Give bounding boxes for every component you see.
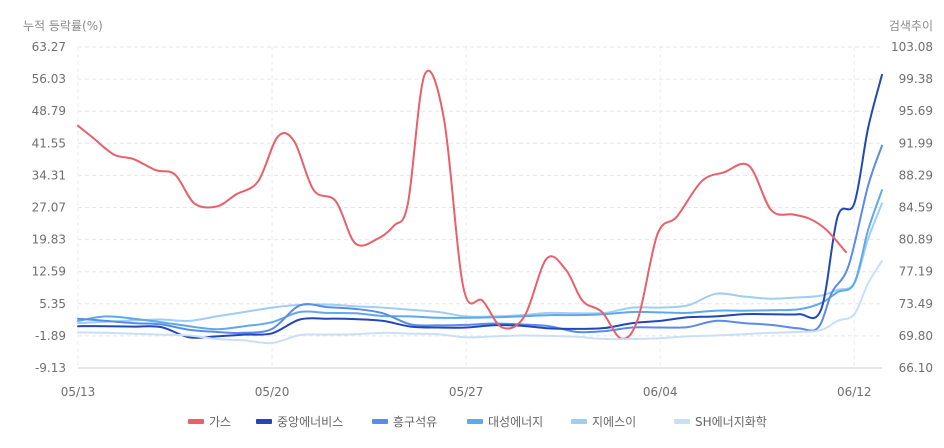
x-tick-label: 05/27 — [449, 385, 484, 399]
legend-label: SH에너지화학 — [695, 415, 767, 429]
y-right-tick-label: 80.89 — [899, 233, 933, 247]
legend-label: 대성에너지 — [488, 415, 543, 429]
y-left-tick-label: 56.03 — [32, 72, 66, 86]
series-line-6 — [77, 260, 883, 345]
legend-item[interactable]: 중앙에너비스 — [256, 415, 343, 429]
y-left-tick-label: 48.79 — [32, 104, 66, 118]
legend-swatch — [372, 419, 388, 424]
series-line-3 — [77, 144, 883, 334]
legend-swatch — [188, 419, 204, 424]
legend-label: 가스 — [209, 415, 231, 429]
y-right-tick-labels: 103.08 99.38 95.69 91.99 88.29 84.59 80.89 77.1… — [891, 40, 933, 375]
y-left-tick-label: -9.13 — [35, 361, 66, 375]
legend-label: 중앙에너비스 — [277, 415, 343, 429]
series-line-1 — [77, 69, 847, 340]
legend-swatch — [571, 419, 587, 424]
y-left-tick-label: -1.89 — [35, 329, 66, 343]
series-line-2 — [77, 73, 883, 339]
y-right-tick-label: 103.08 — [891, 40, 933, 54]
legend-item[interactable]: 가스 — [188, 415, 231, 429]
legend-item[interactable]: 흥구석유 — [372, 415, 437, 429]
series-line-4 — [77, 189, 883, 331]
legend-item[interactable]: SH에너지화학 — [674, 415, 767, 429]
y-left-tick-label: 12.59 — [32, 265, 66, 279]
legend[interactable]: 가스 중앙에너비스 흥구석유 대성에너지 지에스이 SH에너지화학 — [188, 415, 767, 429]
legend-label: 흥구석유 — [393, 415, 437, 429]
y-right-tick-label: 84.59 — [899, 201, 933, 215]
y-right-tick-label: 73.49 — [899, 297, 933, 311]
series-line-5 — [77, 202, 883, 325]
x-tick-label: 05/13 — [61, 385, 96, 399]
legend-swatch — [467, 419, 483, 424]
legend-item[interactable]: 지에스이 — [571, 415, 636, 429]
y-right-tick-label: 66.10 — [899, 361, 933, 375]
y-left-axis-title: 누적 등락률(%) — [23, 19, 103, 33]
y-right-tick-label: 99.38 — [899, 72, 933, 86]
y-left-tick-label: 5.35 — [39, 297, 66, 311]
x-tick-label: 06/12 — [837, 385, 872, 399]
y-left-tick-label: 63.27 — [32, 40, 66, 54]
y-right-tick-label: 77.19 — [899, 265, 933, 279]
legend-label: 지에스이 — [592, 415, 636, 429]
y-left-tick-label: 34.31 — [32, 168, 66, 182]
x-tick-label: 05/20 — [255, 385, 290, 399]
y-right-tick-label: 91.99 — [899, 136, 933, 150]
legend-swatch — [256, 419, 272, 424]
legend-item[interactable]: 대성에너지 — [467, 415, 543, 429]
x-tick-label: 06/04 — [643, 385, 678, 399]
series-lines — [77, 69, 883, 345]
y-right-axis-title: 검색추이 — [889, 19, 933, 33]
y-left-tick-label: 27.07 — [32, 201, 66, 215]
y-left-tick-label: 41.55 — [32, 136, 66, 150]
y-right-tick-label: 88.29 — [899, 168, 933, 182]
y-left-tick-labels: 63.27 56.03 48.79 41.55 34.31 27.07 19.83 12.59… — [32, 40, 66, 375]
y-right-tick-label: 69.80 — [899, 329, 933, 343]
legend-swatch — [674, 419, 690, 424]
y-left-tick-label: 19.83 — [32, 233, 66, 247]
x-tick-labels: 05/13 05/20 05/27 06/04 06/12 — [61, 385, 872, 399]
y-right-tick-label: 95.69 — [899, 104, 933, 118]
